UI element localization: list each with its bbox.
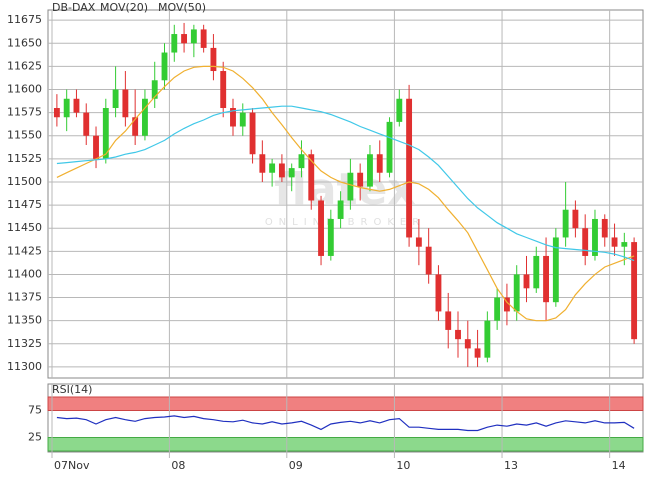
candle-body bbox=[249, 112, 256, 155]
candle-body bbox=[582, 228, 589, 256]
candle-body bbox=[572, 209, 579, 229]
candle-body bbox=[455, 329, 461, 340]
candle-body bbox=[435, 274, 442, 312]
line bbox=[56, 415, 635, 432]
candle-body bbox=[601, 218, 608, 238]
overbought-band bbox=[47, 396, 644, 411]
candle-body bbox=[318, 200, 324, 256]
candle-body bbox=[631, 242, 638, 340]
legend-entry: MOV(20) bbox=[100, 1, 148, 14]
x-tick-label: 14 bbox=[612, 459, 626, 472]
candle-body bbox=[337, 200, 344, 219]
y-tick-label: 11375 bbox=[7, 291, 42, 304]
oversold-band bbox=[47, 437, 644, 452]
candle-body bbox=[513, 274, 520, 312]
candle-body bbox=[357, 172, 364, 187]
candle-body bbox=[308, 154, 315, 201]
candle-body bbox=[161, 52, 168, 81]
y-tick-label: 11650 bbox=[7, 36, 42, 49]
candle-body bbox=[445, 311, 452, 330]
x-tick-label: 07Nov bbox=[54, 459, 90, 472]
candle-body bbox=[543, 255, 549, 303]
y-tick-label: 11625 bbox=[7, 59, 42, 72]
legend: DB-DAX MOV(20) MOV(50) RSI(14) bbox=[52, 1, 206, 396]
candle-body bbox=[503, 297, 510, 312]
candle-body bbox=[562, 209, 569, 238]
y-tick-label: 11500 bbox=[7, 175, 42, 188]
y-tick-label: 11300 bbox=[7, 360, 42, 373]
candle-body bbox=[190, 29, 197, 44]
candle-body bbox=[151, 80, 158, 99]
moving-average bbox=[56, 65, 635, 322]
candle-body bbox=[269, 163, 276, 173]
x-tick-label: 09 bbox=[289, 459, 303, 472]
candle-body bbox=[259, 154, 266, 173]
candle-body bbox=[386, 121, 393, 173]
candle-body bbox=[552, 237, 559, 303]
chart-title: DB-DAX bbox=[52, 1, 96, 14]
y-tick-label: 11600 bbox=[7, 83, 42, 96]
candle-body bbox=[611, 237, 618, 247]
candle-body bbox=[474, 348, 481, 358]
candle-body bbox=[533, 255, 540, 289]
y-tick-label: 11425 bbox=[7, 244, 42, 257]
candle-body bbox=[621, 242, 628, 247]
candle-body bbox=[415, 237, 422, 247]
x-tick-label: 08 bbox=[171, 459, 185, 472]
candle-body bbox=[239, 112, 246, 127]
candle-body bbox=[63, 98, 70, 118]
candle-body bbox=[288, 168, 295, 178]
y-tick-label: 11525 bbox=[7, 152, 42, 165]
candle-body bbox=[142, 98, 148, 136]
y-tick-label: 11350 bbox=[7, 314, 42, 327]
candle-body bbox=[406, 98, 413, 238]
candle-body bbox=[367, 154, 373, 187]
candle-body bbox=[464, 339, 471, 349]
candle-body bbox=[102, 108, 109, 159]
candle-body bbox=[171, 34, 178, 53]
candle-body bbox=[376, 154, 383, 173]
y-tick-label: 11450 bbox=[7, 221, 42, 234]
candle-body bbox=[396, 98, 403, 122]
candle-body bbox=[83, 112, 90, 136]
x-tick-label: 13 bbox=[504, 459, 518, 472]
y-tick-label: 25 bbox=[28, 431, 42, 444]
watermark-sub: ONLINE BROKER bbox=[265, 217, 425, 228]
y-tick-label: 75 bbox=[28, 404, 42, 417]
candle-body bbox=[484, 320, 491, 358]
candle-body bbox=[200, 29, 207, 48]
y-tick-label: 11475 bbox=[7, 198, 42, 211]
candle-body bbox=[523, 274, 530, 289]
y-tick-label: 11675 bbox=[7, 13, 42, 26]
candle-body bbox=[298, 154, 305, 169]
moving-average bbox=[56, 105, 635, 262]
candle-body bbox=[278, 163, 285, 178]
candle-body bbox=[425, 246, 432, 275]
candle-body bbox=[73, 98, 80, 113]
legend-entry: MOV(50) bbox=[158, 1, 206, 14]
candle-body bbox=[494, 297, 501, 321]
y-tick-label: 11575 bbox=[7, 106, 42, 119]
candle-body bbox=[93, 135, 99, 159]
candle-body bbox=[327, 218, 334, 256]
candle-body bbox=[347, 172, 354, 201]
candle-body bbox=[132, 117, 139, 136]
candle-body bbox=[122, 89, 129, 118]
y-tick-label: 11400 bbox=[7, 267, 42, 280]
candle-body bbox=[53, 108, 60, 118]
y-tick-label: 11325 bbox=[7, 337, 42, 350]
candle-body bbox=[592, 218, 598, 256]
y-tick-label: 11550 bbox=[7, 129, 42, 142]
candle-body bbox=[181, 34, 188, 44]
candle-body bbox=[220, 71, 227, 109]
candle-body bbox=[210, 47, 217, 72]
price-pane bbox=[47, 9, 644, 379]
candle-body bbox=[112, 89, 119, 109]
legend-entry: RSI(14) bbox=[52, 383, 92, 396]
candle-body bbox=[230, 108, 236, 127]
x-tick-label: 10 bbox=[396, 459, 410, 472]
